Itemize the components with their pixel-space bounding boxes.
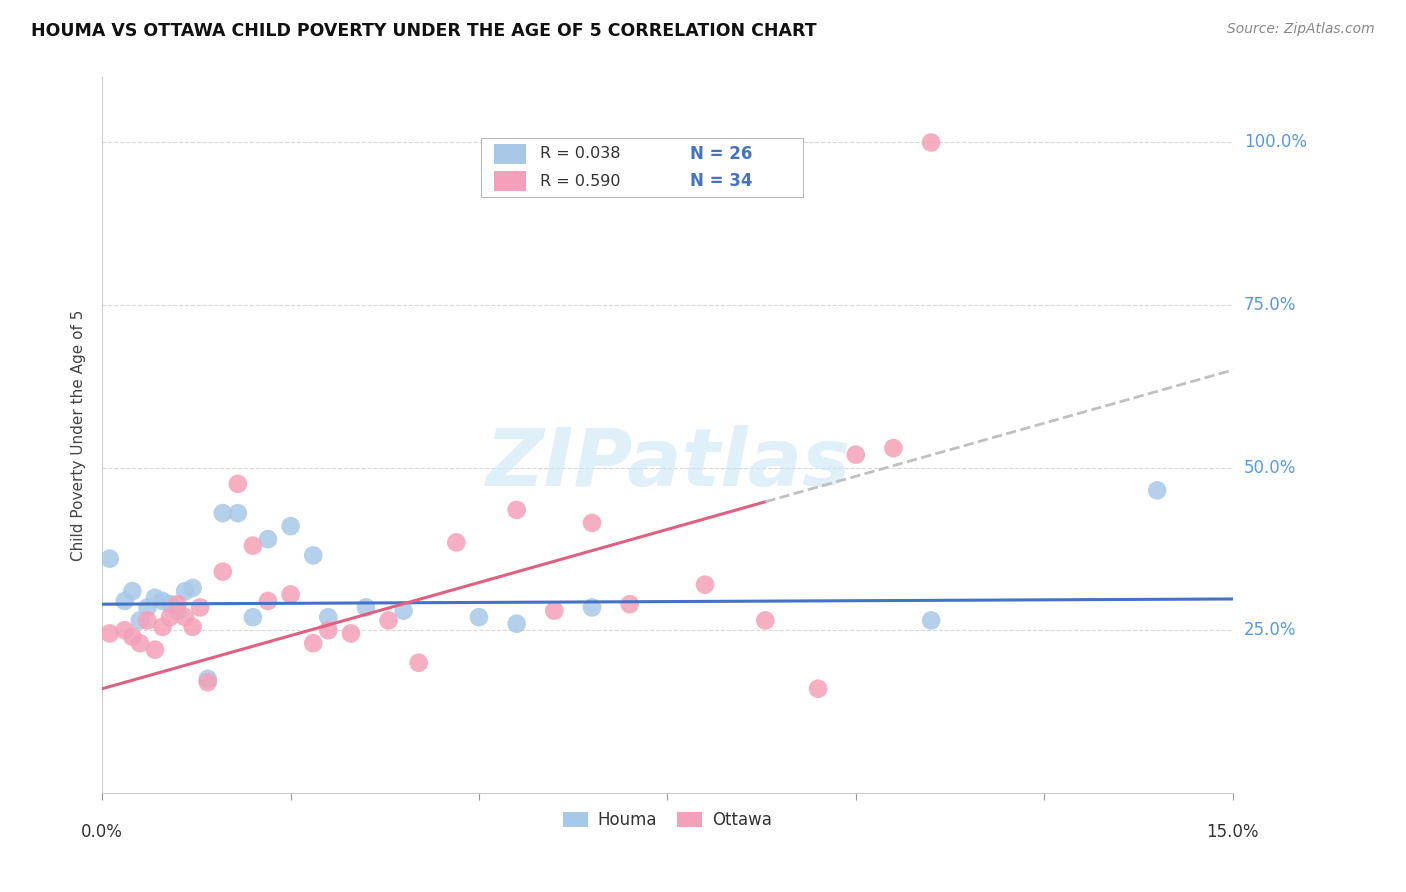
Point bbox=[114, 594, 136, 608]
Point bbox=[98, 551, 121, 566]
Point bbox=[581, 516, 603, 530]
Point bbox=[152, 594, 174, 608]
Point bbox=[280, 519, 302, 533]
Point bbox=[257, 594, 280, 608]
Point bbox=[377, 614, 399, 628]
Text: 75.0%: 75.0% bbox=[1244, 296, 1296, 314]
Point bbox=[468, 610, 491, 624]
Point bbox=[302, 636, 325, 650]
Point bbox=[693, 577, 716, 591]
Point bbox=[408, 656, 430, 670]
Point bbox=[807, 681, 830, 696]
Text: 15.0%: 15.0% bbox=[1206, 823, 1258, 841]
Point bbox=[581, 600, 603, 615]
Point bbox=[242, 539, 264, 553]
Point bbox=[1146, 483, 1168, 498]
Text: 0.0%: 0.0% bbox=[82, 823, 124, 841]
Point bbox=[114, 623, 136, 637]
Point bbox=[845, 448, 868, 462]
Text: ZIPatlas: ZIPatlas bbox=[485, 425, 849, 503]
Point bbox=[316, 610, 339, 624]
Point bbox=[316, 623, 339, 637]
Text: HOUMA VS OTTAWA CHILD POVERTY UNDER THE AGE OF 5 CORRELATION CHART: HOUMA VS OTTAWA CHILD POVERTY UNDER THE … bbox=[31, 22, 817, 40]
Point bbox=[174, 610, 197, 624]
Point bbox=[197, 672, 219, 686]
FancyBboxPatch shape bbox=[495, 171, 526, 191]
Text: R = 0.590: R = 0.590 bbox=[540, 174, 620, 189]
Point bbox=[619, 597, 641, 611]
Text: N = 34: N = 34 bbox=[690, 172, 752, 190]
Text: 100.0%: 100.0% bbox=[1244, 134, 1306, 152]
Point bbox=[166, 604, 188, 618]
Point bbox=[98, 626, 121, 640]
Point bbox=[226, 476, 249, 491]
Legend: Houma, Ottawa: Houma, Ottawa bbox=[555, 805, 779, 836]
Text: Source: ZipAtlas.com: Source: ZipAtlas.com bbox=[1227, 22, 1375, 37]
Point bbox=[920, 136, 942, 150]
Point bbox=[211, 565, 233, 579]
Point bbox=[446, 535, 468, 549]
Point bbox=[181, 581, 204, 595]
Point bbox=[152, 620, 174, 634]
Point bbox=[211, 506, 233, 520]
Point bbox=[136, 600, 159, 615]
Point bbox=[188, 600, 211, 615]
Point bbox=[121, 584, 143, 599]
Point bbox=[257, 532, 280, 546]
Point bbox=[226, 506, 249, 520]
Point bbox=[143, 642, 166, 657]
Point bbox=[392, 604, 415, 618]
Point bbox=[174, 584, 197, 599]
Point bbox=[543, 604, 565, 618]
Point bbox=[505, 616, 527, 631]
Text: R = 0.038: R = 0.038 bbox=[540, 146, 620, 161]
Point bbox=[754, 614, 776, 628]
Point bbox=[302, 549, 325, 563]
Point bbox=[121, 630, 143, 644]
Text: 25.0%: 25.0% bbox=[1244, 621, 1296, 640]
Point bbox=[159, 610, 181, 624]
Point bbox=[166, 597, 188, 611]
Y-axis label: Child Poverty Under the Age of 5: Child Poverty Under the Age of 5 bbox=[72, 310, 86, 561]
Point bbox=[505, 503, 527, 517]
FancyBboxPatch shape bbox=[481, 138, 803, 197]
Point bbox=[159, 597, 181, 611]
Point bbox=[181, 620, 204, 634]
Point bbox=[354, 600, 377, 615]
Point bbox=[242, 610, 264, 624]
Point bbox=[128, 636, 150, 650]
Text: 50.0%: 50.0% bbox=[1244, 458, 1296, 476]
Point bbox=[920, 614, 942, 628]
Point bbox=[882, 441, 904, 455]
Point bbox=[340, 626, 363, 640]
Point bbox=[128, 614, 150, 628]
Point bbox=[280, 587, 302, 601]
FancyBboxPatch shape bbox=[495, 144, 526, 164]
Text: N = 26: N = 26 bbox=[690, 145, 752, 163]
Point bbox=[197, 675, 219, 690]
Point bbox=[136, 614, 159, 628]
Point bbox=[143, 591, 166, 605]
